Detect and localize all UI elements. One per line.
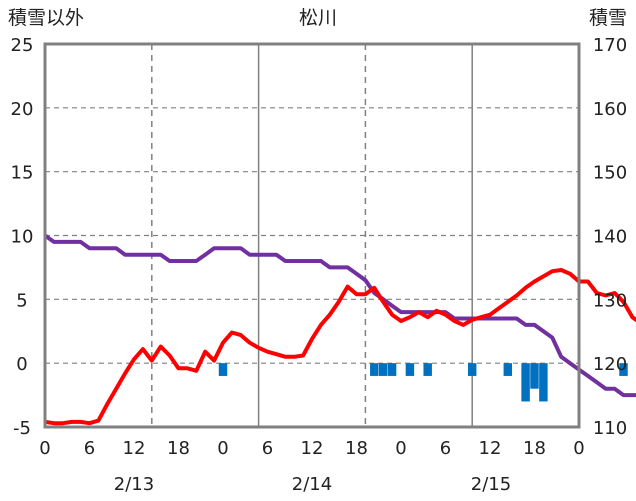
x-tick-label: 12: [301, 438, 324, 459]
y-right-tick-label: 160: [593, 99, 627, 120]
axis-labels: 積雪以外 松川 積雪 25 20 15 10 5 0 -5 170 160 150 140 130 12…: [8, 7, 627, 495]
y-left-tick-label: 25: [11, 35, 34, 56]
x-tick-label: 0: [395, 438, 406, 459]
precipitation-bar: [423, 363, 432, 376]
precipitation-bar: [218, 363, 228, 376]
x-tick-label: 0: [39, 438, 50, 459]
x-tick-label: 12: [123, 438, 146, 459]
y-right-tick-label: 130: [593, 290, 627, 311]
precipitation-bar: [619, 363, 628, 376]
precipitation-bar: [539, 363, 548, 402]
x-tick-label: 12: [479, 438, 502, 459]
date-label: 2/14: [292, 474, 332, 495]
x-tick-label: 0: [573, 438, 584, 459]
precipitation-bar: [378, 363, 388, 376]
y-left-tick-label: 15: [11, 163, 34, 184]
y-left-tick-label: 10: [11, 227, 34, 248]
snow-depth-line: [43, 233, 636, 398]
right-axis-title: 積雪: [589, 7, 627, 29]
precipitation-bar: [503, 363, 513, 376]
x-tick-label: 6: [440, 438, 451, 459]
precipitation-bar: [370, 363, 379, 376]
x-tick-label: 18: [167, 438, 190, 459]
plot-frame: [43, 42, 581, 429]
y-right-tick-label: 170: [593, 35, 627, 56]
date-label: 2/13: [114, 474, 154, 495]
y-left-tick-label: 5: [16, 290, 27, 311]
y-left-tick-label: -5: [13, 418, 31, 439]
precipitation-bar: [405, 363, 415, 376]
precipitation-bar: [530, 363, 539, 389]
date-label: 2/15: [471, 474, 511, 495]
y-right-tick-label: 120: [593, 354, 627, 375]
x-tick-label: 0: [217, 438, 228, 459]
temperature-line: [44, 268, 636, 426]
y-right-tick-label: 140: [593, 227, 627, 248]
precipitation-bar: [467, 363, 477, 376]
y-right-tick-label: 150: [593, 163, 627, 184]
y-left-tick-label: 0: [16, 354, 27, 375]
precipitation-bar: [387, 363, 397, 376]
y-left-tick-label: 20: [11, 99, 34, 120]
precipitation-bars: [218, 363, 628, 402]
x-tick-label: 6: [84, 438, 95, 459]
chart-title: 松川: [299, 7, 337, 29]
y-right-tick-label: 110: [593, 418, 627, 439]
chart-gridlines: [45, 44, 579, 427]
precipitation-bar: [521, 363, 530, 402]
x-tick-label: 6: [262, 438, 273, 459]
x-tick-label: 18: [523, 438, 546, 459]
x-tick-label: 18: [345, 438, 368, 459]
left-axis-title: 積雪以外: [8, 7, 84, 29]
